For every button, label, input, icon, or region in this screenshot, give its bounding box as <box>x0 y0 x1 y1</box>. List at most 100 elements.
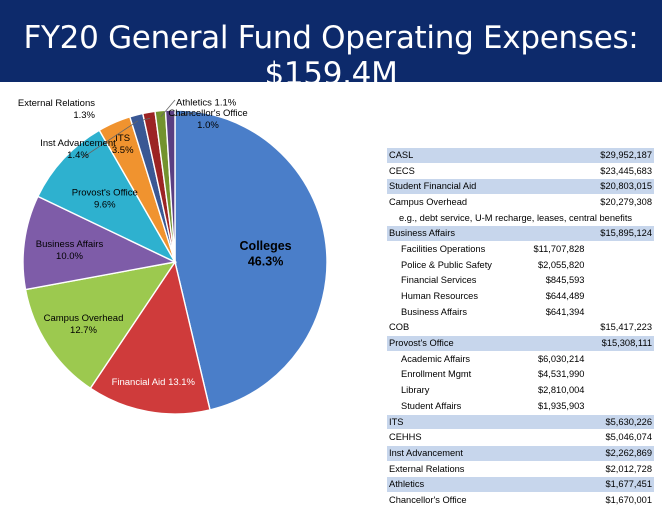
table-row: ITS $5,630,226 <box>387 414 654 431</box>
table-amount <box>586 382 654 399</box>
table-label: Athletics <box>387 476 520 494</box>
table-row: Inst Advancement $2,262,869 <box>387 445 654 462</box>
table-amount: $15,308,111 <box>586 335 654 352</box>
table-amount: $2,012,728 <box>586 461 654 478</box>
table-label: Chancellor's Office <box>387 492 520 509</box>
table-label: Student Financial Aid <box>387 178 520 196</box>
table-label: External Relations <box>387 461 520 478</box>
table-sub-amount: $4,531,990 <box>519 367 587 384</box>
page-title: FY20 General Fund Operating Expenses: $1… <box>23 20 639 92</box>
table-amount: $5,630,226 <box>586 414 654 431</box>
pie-slices <box>22 109 328 415</box>
table-amount <box>586 398 654 415</box>
table-sub-amount <box>519 445 587 462</box>
leader-line <box>160 99 176 118</box>
table-sub-amount <box>519 320 587 337</box>
pie-label: Provost's Office 9.6% <box>72 188 138 211</box>
table-row: Business Affairs $15,895,124 <box>387 225 654 243</box>
table-row: Provost's Office $15,308,111 <box>387 335 654 352</box>
pie-slice <box>36 129 177 264</box>
table-amount <box>586 288 654 305</box>
table-amount <box>586 304 654 321</box>
table-amount: $23,445,683 <box>586 163 654 180</box>
table-label: Campus Overhead <box>387 194 520 211</box>
table-label: COB <box>387 320 520 337</box>
table-sub-amount <box>519 429 587 447</box>
table-sub-amount <box>519 178 587 196</box>
pie-label: Athletics 1.1% <box>176 97 237 108</box>
table-sub-amount <box>519 476 587 494</box>
table-label: CEHHS <box>387 429 520 447</box>
table-row: Student Financial Aid $20,803,015 <box>387 178 654 196</box>
table-sub-amount: $1,935,903 <box>519 398 587 415</box>
title-bar <box>0 0 662 82</box>
pie-slice <box>174 109 328 411</box>
table-label: Academic Affairs <box>387 351 520 368</box>
pie-label: Chancellor's Office 1.0% <box>168 108 247 131</box>
table-label: CECS <box>387 163 520 180</box>
table-sub-amount: $2,055,820 <box>519 257 587 274</box>
table-row: CASL $29,952,187 <box>387 148 654 164</box>
pie-label: Inst Advancement 1.4% <box>40 138 116 161</box>
table-sub-amount <box>519 461 587 478</box>
pie-label: ITS 3.5% <box>112 133 134 156</box>
table-row: External Relations $2,012,728 <box>387 461 654 478</box>
table-amount <box>586 351 654 368</box>
pie-labels: Colleges 46.3% Financial Aid 13.1% Campus O… <box>18 97 292 388</box>
table-amount: $29,952,187 <box>586 148 654 164</box>
pie-label: Colleges 46.3% <box>240 239 292 269</box>
table-amount: $1,677,451 <box>586 476 654 494</box>
table-sub-amount <box>519 225 587 243</box>
table-note: e.g., debt service, U-M recharge, leases… <box>387 210 654 227</box>
expense-table: CASL $29,952,187 CECS $23,445,683 Student Fi… <box>387 148 654 509</box>
table-row: Business Affairs $641,394 <box>387 304 654 321</box>
table-row: Chancellor's Office $1,670,001 <box>387 492 654 509</box>
pie-slice <box>24 261 177 390</box>
table-label: Business Affairs <box>387 304 520 321</box>
table-row: Facilities Operations $11,707,828 <box>387 241 654 258</box>
table-sub-amount: $644,489 <box>519 288 587 305</box>
table-amount: $20,803,015 <box>586 178 654 196</box>
pie-slice <box>89 260 211 415</box>
table-row: Academic Affairs $6,030,214 <box>387 351 654 368</box>
table-amount: $20,279,308 <box>586 194 654 211</box>
table-row: Enrollment Mgmt $4,531,990 <box>387 367 654 384</box>
table-sub-amount <box>519 335 587 352</box>
table-label: Enrollment Mgmt <box>387 367 520 384</box>
table-row: e.g., debt service, U-M recharge, leases… <box>387 210 654 227</box>
table-label: Human Resources <box>387 288 520 305</box>
table-row: Student Affairs $1,935,903 <box>387 398 654 415</box>
table-label: Business Affairs <box>387 225 520 243</box>
table-amount: $1,670,001 <box>586 492 654 509</box>
table-amount: $15,895,124 <box>586 225 654 243</box>
table-row: Human Resources $644,489 <box>387 288 654 305</box>
table-amount <box>586 257 654 274</box>
leader-line <box>142 117 150 121</box>
table-sub-amount <box>519 148 587 164</box>
table-label: Facilities Operations <box>387 241 520 258</box>
pie-slice <box>164 109 176 263</box>
table-label: ITS <box>387 414 520 431</box>
table-label: Provost's Office <box>387 335 520 352</box>
table-sub-amount <box>519 492 587 509</box>
pie-label: Business Affairs 10.0% <box>36 239 104 262</box>
table-row: Police & Public Safety $2,055,820 <box>387 257 654 274</box>
table-row: CECS $23,445,683 <box>387 163 654 180</box>
table-row: COB $15,417,223 <box>387 320 654 337</box>
table-row: Campus Overhead $20,279,308 <box>387 194 654 211</box>
table-row: Library $2,810,004 <box>387 382 654 399</box>
table-amount: $2,262,869 <box>586 445 654 462</box>
pie-label: External Relations 1.3% <box>18 98 96 121</box>
table-label: Inst Advancement <box>387 445 520 462</box>
pie-chart: Colleges 46.3% Financial Aid 13.1% Campus O… <box>18 97 328 415</box>
pie-label: Campus Overhead 12.7% <box>44 313 124 336</box>
pie-slice <box>22 195 178 291</box>
table-label: Police & Public Safety <box>387 257 520 274</box>
table-sub-amount: $6,030,214 <box>519 351 587 368</box>
table-label: CASL <box>387 148 520 164</box>
table-label: Library <box>387 382 520 399</box>
leader-line <box>170 112 196 117</box>
table-label: Student Affairs <box>387 398 520 415</box>
table-sub-amount <box>519 414 587 431</box>
table-label: Financial Services <box>387 273 520 290</box>
